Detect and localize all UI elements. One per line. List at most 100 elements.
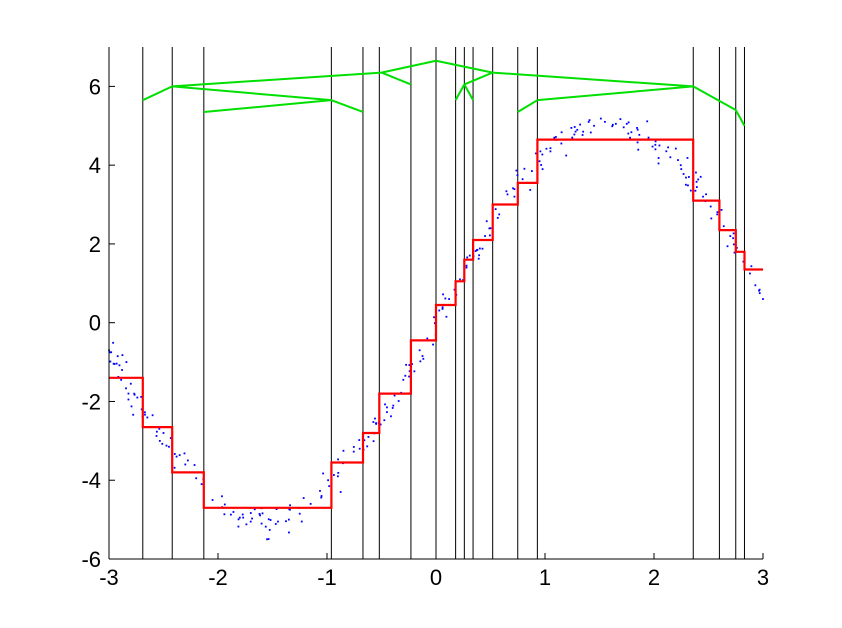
scatter-point <box>358 447 361 450</box>
scatter-point <box>541 168 544 171</box>
scatter-point <box>112 341 115 344</box>
scatter-point <box>143 411 146 414</box>
scatter-point <box>474 250 477 252</box>
scatter-point <box>133 392 136 395</box>
scatter-point <box>570 126 573 129</box>
scatter-point <box>732 243 735 246</box>
scatter-point <box>560 142 563 145</box>
scatter-point <box>129 382 132 385</box>
tree-edge <box>692 85 737 111</box>
scatter-point <box>165 444 168 447</box>
scatter-point <box>646 120 649 123</box>
scatter-point <box>168 445 170 448</box>
scatter-point <box>459 278 461 281</box>
scatter-point <box>151 414 154 417</box>
scatter-point <box>489 227 492 230</box>
scatter-point <box>121 369 123 371</box>
scatter-point <box>695 180 698 183</box>
scatter-point <box>328 485 331 488</box>
scatter-point <box>223 503 226 506</box>
scatter-point <box>298 512 301 515</box>
scatter-point <box>274 523 277 525</box>
scatter-point <box>211 499 214 501</box>
scatter-point <box>549 147 552 150</box>
scatter-point <box>375 423 378 425</box>
scatter-point <box>515 169 518 172</box>
tree-edge <box>537 85 694 102</box>
scatter-point <box>682 173 685 175</box>
scatter-point <box>535 152 537 155</box>
tree-edge <box>435 59 493 74</box>
scatter-point <box>444 297 447 300</box>
scatter-point <box>268 529 271 531</box>
scatter-point <box>588 119 591 122</box>
scatter-point <box>689 189 692 192</box>
scatter-point <box>418 349 421 352</box>
scatter-point <box>554 136 557 138</box>
scatter-point <box>629 136 631 139</box>
scatter-point <box>512 187 514 190</box>
x-tick-label: -3 <box>99 565 119 590</box>
scatter-point <box>155 435 158 437</box>
scatter-point <box>658 144 661 147</box>
tree-edge <box>734 109 746 127</box>
scatter-point <box>697 178 700 181</box>
scatter-point <box>242 516 245 519</box>
scatter-point <box>120 378 123 381</box>
scatter-point <box>405 363 407 366</box>
scatter-point <box>442 293 444 296</box>
scatter-point <box>667 146 670 149</box>
scatter-point <box>475 249 478 252</box>
scatter-point <box>505 190 508 193</box>
scatter-point <box>545 147 548 150</box>
scatter-point <box>647 136 650 139</box>
scatter-point <box>285 520 287 523</box>
scatter-point <box>384 403 386 406</box>
scatter-point <box>287 518 290 521</box>
scatter-point <box>161 442 164 445</box>
x-tick-label: 3 <box>757 565 769 590</box>
scatter-point <box>478 247 481 250</box>
scatter-point <box>333 474 335 476</box>
scatter-point <box>127 398 130 401</box>
scatter-point <box>654 148 657 151</box>
tree-edge <box>463 83 474 101</box>
scatter-point <box>393 394 396 397</box>
scatter-point <box>448 298 450 300</box>
scatter-point <box>237 518 240 521</box>
scatter-point <box>411 363 413 365</box>
scatter-point <box>587 121 590 123</box>
scatter-point <box>680 168 683 170</box>
scatter-point <box>173 453 176 455</box>
scatter-point <box>485 220 488 223</box>
scatter-point <box>599 117 602 120</box>
scatter-point <box>627 132 630 135</box>
scatter-point <box>516 174 519 177</box>
scatter-point <box>742 260 745 263</box>
scatter-point <box>327 479 330 482</box>
scatter-point <box>125 387 127 390</box>
scatter-point <box>221 495 223 498</box>
scatter-point <box>541 153 544 156</box>
scatter-point <box>710 217 713 220</box>
scatter-point <box>589 131 592 134</box>
scatter-point <box>110 351 113 354</box>
scatter-point <box>288 531 290 534</box>
scatter-point <box>702 195 704 198</box>
scatter-point <box>754 284 757 287</box>
scatter-point <box>758 292 761 295</box>
tree-edge <box>492 71 694 88</box>
tree-edge <box>517 99 538 113</box>
scatter-point <box>413 370 416 373</box>
scatter-point <box>408 364 411 366</box>
scatter-point <box>465 264 468 267</box>
scatter-point <box>422 357 425 360</box>
tree-edge <box>172 71 382 88</box>
scatter-point <box>277 520 279 523</box>
scatter-point <box>513 188 516 191</box>
y-tick-label: -6 <box>81 547 101 572</box>
scatter-point <box>709 205 712 208</box>
scatter-point <box>259 514 261 517</box>
scatter-point <box>358 439 361 441</box>
scatter-point <box>404 374 407 377</box>
